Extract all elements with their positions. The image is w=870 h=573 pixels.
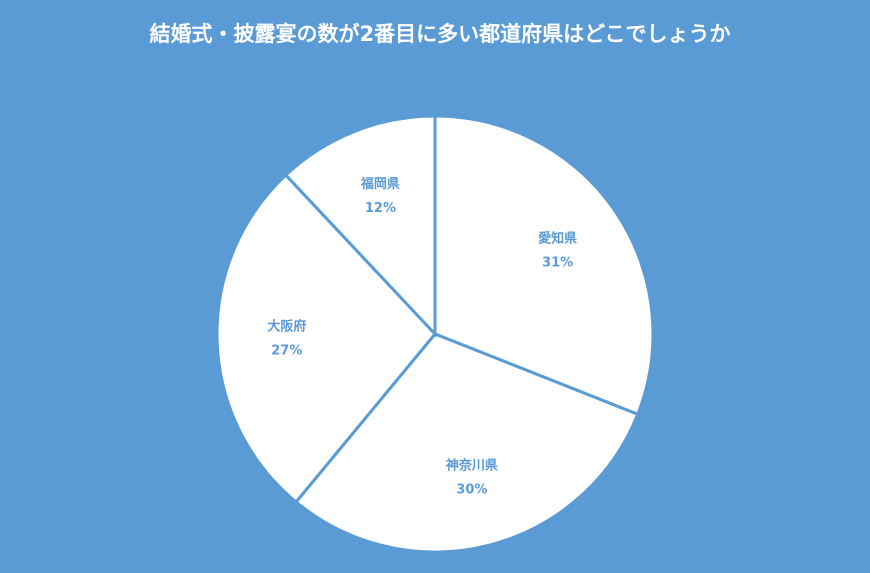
slice-category-label: 大阪府	[267, 319, 306, 335]
slice-value-label: 31%	[542, 256, 573, 271]
pie-slice-3	[283, 114, 437, 338]
slice-value-label: 30%	[456, 483, 487, 498]
slice-value-label: 12%	[365, 201, 396, 216]
pie-slice-1	[293, 332, 640, 554]
pie-slice-0	[433, 114, 655, 417]
slice-category-label: 愛知県	[538, 231, 577, 247]
pie-slice-2	[215, 172, 437, 505]
slice-category-label: 神奈川県	[446, 458, 498, 474]
slice-category-label: 福岡県	[360, 176, 400, 192]
slice-value-label: 27%	[271, 344, 302, 359]
chart-title: 結婚式・披露宴の数が2番目に多い都道府県はどこでしょうか	[149, 22, 731, 46]
